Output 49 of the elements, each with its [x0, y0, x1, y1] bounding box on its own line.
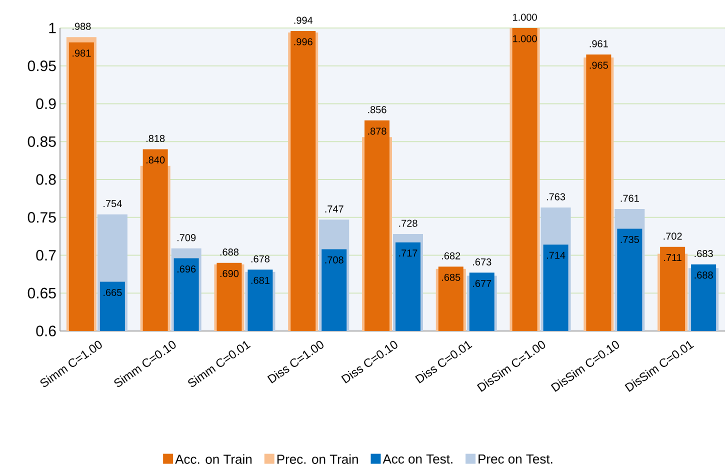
data-label: .688: [220, 248, 239, 256]
data-label: .996: [294, 38, 312, 46]
data-label: .761: [620, 194, 639, 202]
data-label: .711: [664, 254, 682, 261]
data-label: .717: [399, 250, 418, 256]
data-label: .681: [251, 276, 270, 284]
data-label: .754: [104, 200, 122, 208]
data-label: .685: [442, 274, 460, 281]
y-tick-label: 0.85: [28, 136, 56, 147]
data-label: .988: [72, 22, 91, 30]
data-label: 1.000: [513, 35, 537, 42]
y-tick-label: 0.7: [36, 250, 56, 261]
data-label: .714: [546, 252, 566, 259]
data-label: .763: [546, 193, 566, 200]
y-tick-label: 0.9: [36, 98, 56, 110]
legend-label: Acc on Test.: [382, 454, 452, 464]
data-label: 1.000: [513, 14, 537, 21]
y-tick-label: 0.6: [36, 326, 56, 336]
data-label: .961: [590, 40, 608, 48]
y-tick-label: 0.75: [28, 212, 56, 223]
data-label: .878: [368, 128, 386, 135]
data-label: .840: [146, 156, 165, 164]
data-label: .981: [72, 50, 91, 57]
data-label: .696: [178, 265, 196, 273]
data-label: .677: [473, 280, 492, 287]
data-label: .708: [325, 256, 344, 264]
data-label: .728: [399, 220, 418, 227]
data-label: .683: [694, 250, 713, 258]
data-label: .994: [294, 16, 313, 24]
data-label: .709: [178, 234, 196, 242]
data-label: .690: [220, 270, 239, 278]
y-tick-label: 0.8: [36, 174, 56, 185]
data-label: .673: [473, 258, 492, 266]
legend-label: Prec. on Train: [277, 454, 358, 464]
data-label: .682: [442, 252, 460, 260]
data-label: .818: [146, 134, 165, 142]
y-tick-label: 0.95: [28, 60, 56, 72]
y-tick-label: 1: [49, 22, 56, 34]
data-label: .856: [368, 106, 386, 114]
data-label: .665: [104, 288, 122, 296]
data-label: .702: [664, 232, 682, 240]
data-label: .747: [325, 206, 344, 212]
data-label: .678: [251, 255, 270, 262]
y-tick-label: 0.65: [28, 288, 56, 298]
legend-label: Prec on Test.: [478, 454, 552, 464]
data-label: .735: [620, 236, 639, 244]
data-label: .688: [694, 272, 713, 279]
legend-label: Acc. on Train: [175, 454, 252, 464]
data-label: .965: [590, 62, 608, 69]
